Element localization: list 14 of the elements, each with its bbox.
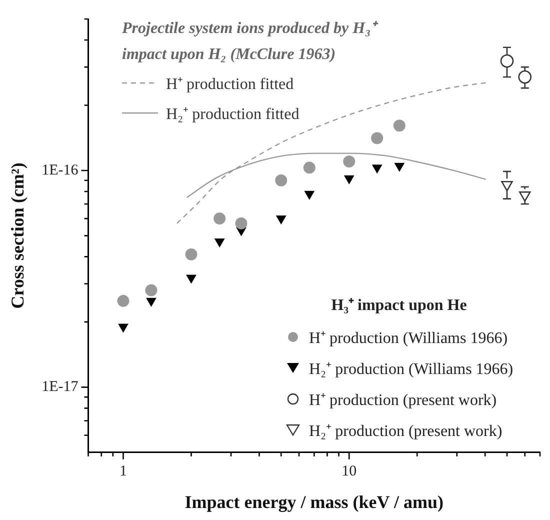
legend-title: H₃⁺ impact upon He bbox=[330, 296, 468, 316]
y-tick-label: 1E-17 bbox=[42, 379, 79, 396]
y-axis-title: Cross section (cm²) bbox=[7, 162, 28, 309]
legend-label: H⁺ production (present work) bbox=[309, 390, 497, 410]
legend-label: H₂⁺ production (present work) bbox=[309, 422, 502, 440]
legend-label: H₂⁺ production (Williams 1966) bbox=[309, 360, 514, 378]
y-tick-label: 1E-16 bbox=[42, 162, 79, 178]
x-tick-label: 1 bbox=[119, 463, 127, 480]
annotation: Projectile system ions produced by H₃⁺ impact upon H₂ (McClure 1963) bbox=[122, 19, 380, 65]
legend-label: H⁺ production fitted bbox=[166, 75, 294, 94]
legend-label: H₂⁺ production fitted bbox=[166, 105, 300, 124]
legend-label: H⁺ production (Williams 1966) bbox=[309, 328, 508, 348]
x-tick-label: 10 bbox=[342, 463, 357, 480]
x-axis-title: Impact energy / mass (keV / amu) bbox=[184, 492, 444, 512]
